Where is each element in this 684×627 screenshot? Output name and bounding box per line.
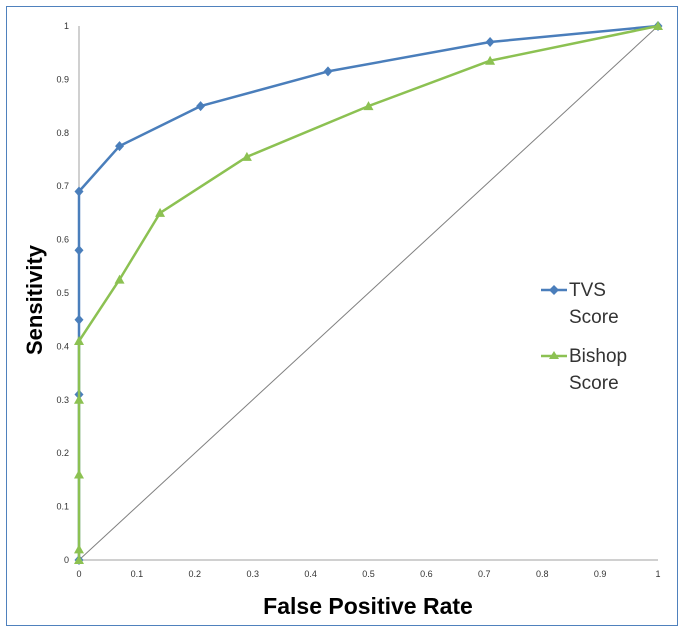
- x-tick-label: 1: [655, 569, 660, 579]
- reference-diagonal-line: [78, 25, 659, 561]
- x-tick-label: 0.1: [131, 569, 144, 579]
- y-tick-label: 0.9: [56, 74, 69, 84]
- x-tick-label: 0.4: [304, 569, 317, 579]
- y-tick-label: 1: [64, 21, 69, 31]
- data-point: [74, 245, 84, 256]
- data-point: [115, 141, 125, 152]
- legend: TVS Score Bishop Score: [541, 280, 627, 394]
- chart-frame: [6, 6, 678, 626]
- legend-tvs-marker: [549, 285, 559, 295]
- data-point: [74, 469, 84, 479]
- y-tick-label: 0.2: [56, 448, 69, 458]
- x-tick-label: 0.9: [594, 569, 607, 579]
- x-tick-label: 0.3: [246, 569, 259, 579]
- data-point: [363, 101, 374, 111]
- y-tick-label: 0.3: [56, 395, 69, 405]
- x-tick-label: 0.5: [362, 569, 375, 579]
- reference-line-group: [78, 25, 659, 561]
- legend-bishop-label-2: Score: [569, 373, 619, 394]
- data-point: [323, 66, 333, 77]
- x-tick-label: 0.7: [478, 569, 491, 579]
- data-point: [74, 544, 84, 554]
- data-point: [653, 21, 663, 30]
- data-point: [74, 394, 84, 404]
- legend-bishop-marker: [549, 351, 559, 359]
- data-point: [241, 151, 252, 161]
- x-axis-title: False Positive Rate: [263, 593, 473, 619]
- y-tick-label: 0.1: [56, 502, 69, 512]
- data-point: [74, 186, 84, 197]
- data-point: [155, 207, 166, 217]
- data-point: [74, 314, 84, 325]
- x-tick-label: 0.8: [536, 569, 549, 579]
- data-point: [74, 555, 84, 564]
- series-group: [74, 21, 663, 565]
- legend-tvs-label: TVS: [569, 280, 606, 301]
- legend-bishop-label: Bishop: [569, 346, 627, 367]
- y-axis-title: Sensitivity: [22, 244, 47, 355]
- y-tick-label: 0: [64, 555, 69, 565]
- y-tick-label: 0.5: [56, 288, 69, 298]
- y-tick-label: 0.8: [56, 128, 69, 138]
- data-point: [74, 336, 84, 346]
- legend-tvs-label-2: Score: [569, 307, 619, 328]
- x-tick-label: 0.6: [420, 569, 433, 579]
- data-point: [196, 101, 206, 112]
- x-tick-labels: 0 0.1 0.2 0.3 0.4 0.5 0.6 0.7 0.8 0.9 1: [76, 569, 660, 579]
- x-tick-label: 0: [76, 569, 81, 579]
- data-point: [485, 55, 496, 65]
- y-tick-labels: 0 0.1 0.2 0.3 0.4 0.5 0.6 0.7 0.8 0.9 1: [56, 21, 69, 565]
- x-tick-label: 0.2: [189, 569, 202, 579]
- y-tick-label: 0.4: [56, 341, 69, 351]
- y-tick-label: 0.6: [56, 235, 69, 245]
- data-point: [485, 37, 495, 48]
- data-point: [114, 274, 125, 284]
- y-tick-label: 0.7: [56, 181, 69, 191]
- series-1: [74, 21, 663, 564]
